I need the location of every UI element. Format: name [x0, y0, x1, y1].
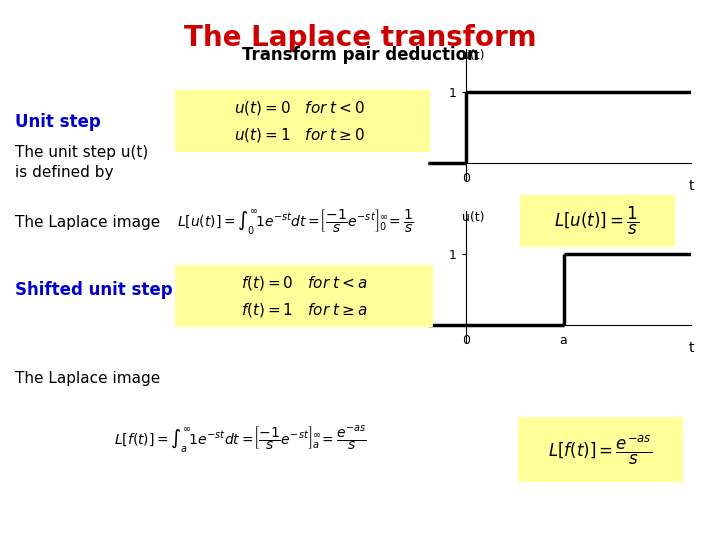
Text: The unit step u(t): The unit step u(t): [15, 145, 148, 159]
Text: $u(t)=0\quad for\; t<0$: $u(t)=0\quad for\; t<0$: [235, 99, 366, 117]
FancyBboxPatch shape: [175, 90, 430, 152]
Text: $L[u(t)]=\int_0^{\infty}\!1e^{-st}dt=\!\left[\dfrac{-1}{s}e^{-st}\right]_0^{\inf: $L[u(t)]=\int_0^{\infty}\!1e^{-st}dt=\!\…: [176, 207, 413, 237]
FancyBboxPatch shape: [175, 265, 433, 327]
Text: $L[f(t)]=\dfrac{e^{-as}}{s}$: $L[f(t)]=\dfrac{e^{-as}}{s}$: [548, 434, 652, 467]
Text: is defined by: is defined by: [15, 165, 114, 179]
Text: t: t: [688, 341, 694, 355]
Text: Transform pair deduction: Transform pair deduction: [242, 46, 478, 64]
FancyBboxPatch shape: [520, 195, 675, 247]
Text: $u(t)=1\quad for\; t\geq 0$: $u(t)=1\quad for\; t\geq 0$: [235, 126, 366, 144]
Text: The Laplace transform: The Laplace transform: [184, 24, 536, 52]
Text: The Laplace image: The Laplace image: [15, 370, 161, 386]
Text: Unit step: Unit step: [15, 113, 101, 131]
Text: u(t): u(t): [462, 211, 485, 224]
Text: $f(t)=1\quad for\; t\geq a$: $f(t)=1\quad for\; t\geq a$: [240, 301, 367, 319]
Text: $L[f(t)]=\int_a^{\infty}\!1e^{-st}dt=\!\left[\dfrac{-1}{s}e^{-st}\right]_a^{\inf: $L[f(t)]=\int_a^{\infty}\!1e^{-st}dt=\!\…: [114, 424, 366, 455]
Text: $f(t)=0\quad for\; t<a$: $f(t)=0\quad for\; t<a$: [240, 274, 367, 292]
Text: u(t): u(t): [462, 49, 485, 62]
Text: The Laplace image: The Laplace image: [15, 214, 161, 230]
FancyBboxPatch shape: [518, 417, 683, 482]
Text: $L[u(t)]=\dfrac{1}{s}$: $L[u(t)]=\dfrac{1}{s}$: [554, 205, 639, 237]
Text: t: t: [688, 179, 694, 193]
Text: Shifted unit step: Shifted unit step: [15, 281, 173, 299]
